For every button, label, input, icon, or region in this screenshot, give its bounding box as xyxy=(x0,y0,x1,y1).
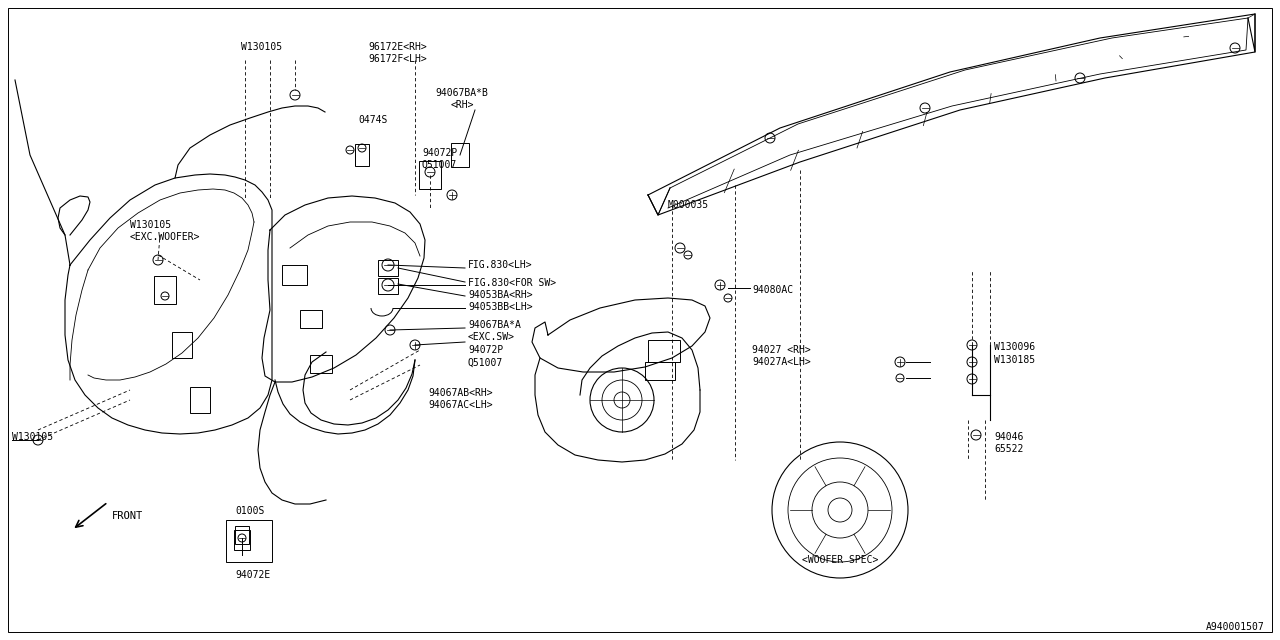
Text: FIG.830<FOR SW>: FIG.830<FOR SW> xyxy=(468,278,556,288)
Bar xyxy=(355,144,369,166)
Bar xyxy=(234,530,250,550)
Text: 94027 <RH>: 94027 <RH> xyxy=(753,345,810,355)
Text: 94027A<LH>: 94027A<LH> xyxy=(753,357,810,367)
Text: W130105: W130105 xyxy=(242,42,283,52)
Text: 94053BA<RH>: 94053BA<RH> xyxy=(468,290,532,300)
Bar xyxy=(300,310,323,328)
Bar xyxy=(282,265,307,285)
Text: Q51007: Q51007 xyxy=(468,358,503,368)
Text: <EXC.WOOFER>: <EXC.WOOFER> xyxy=(131,232,201,242)
Text: 0474S: 0474S xyxy=(358,115,388,125)
Text: 94067BA*A: 94067BA*A xyxy=(468,320,521,330)
Bar xyxy=(451,143,468,167)
Bar xyxy=(154,276,177,304)
Bar xyxy=(172,332,192,358)
Text: 94072P: 94072P xyxy=(468,345,503,355)
Text: FRONT: FRONT xyxy=(113,511,143,521)
Text: <WOOFER SPEC>: <WOOFER SPEC> xyxy=(801,555,878,565)
Text: 94072P: 94072P xyxy=(422,148,457,158)
Text: 94053BB<LH>: 94053BB<LH> xyxy=(468,302,532,312)
Text: 96172E<RH>: 96172E<RH> xyxy=(369,42,428,52)
Bar xyxy=(648,340,680,362)
Text: W130105: W130105 xyxy=(12,432,54,442)
Text: 65522: 65522 xyxy=(995,444,1024,454)
Text: 94067AB<RH>: 94067AB<RH> xyxy=(428,388,493,398)
Text: 94080AC: 94080AC xyxy=(753,285,794,295)
Text: 94072E: 94072E xyxy=(236,570,270,580)
Bar xyxy=(419,161,442,189)
Text: 96172F<LH>: 96172F<LH> xyxy=(369,54,428,64)
Bar xyxy=(310,355,332,373)
Text: <EXC.SW>: <EXC.SW> xyxy=(468,332,515,342)
Text: Q51007: Q51007 xyxy=(422,160,457,170)
Bar xyxy=(378,278,398,294)
Text: FIG.830<LH>: FIG.830<LH> xyxy=(468,260,532,270)
Bar xyxy=(378,260,398,276)
Text: 94046: 94046 xyxy=(995,432,1024,442)
Text: 94067BA*B: 94067BA*B xyxy=(435,88,489,98)
Text: 0100S: 0100S xyxy=(236,506,265,516)
Text: W130185: W130185 xyxy=(995,355,1036,365)
Text: 94067AC<LH>: 94067AC<LH> xyxy=(428,400,493,410)
Bar xyxy=(227,520,273,562)
Bar xyxy=(236,526,250,544)
Text: W130096: W130096 xyxy=(995,342,1036,352)
Bar xyxy=(645,362,675,380)
Text: M000035: M000035 xyxy=(668,200,709,210)
Text: A940001507: A940001507 xyxy=(1206,622,1265,632)
Bar xyxy=(189,387,210,413)
Text: <RH>: <RH> xyxy=(451,100,474,110)
Text: W130105: W130105 xyxy=(131,220,172,230)
